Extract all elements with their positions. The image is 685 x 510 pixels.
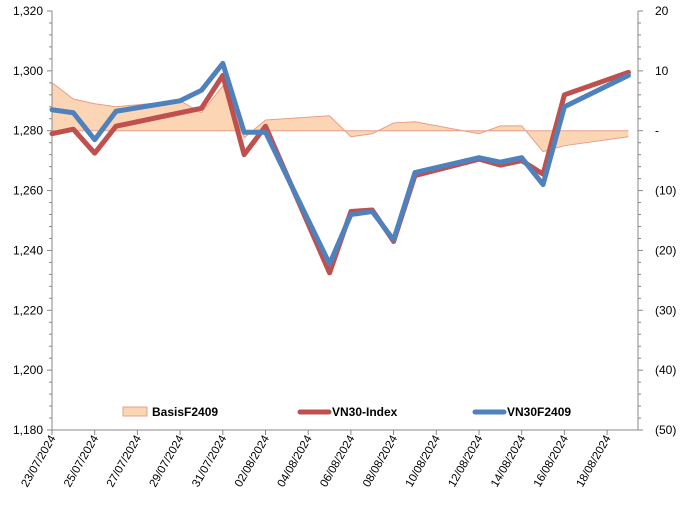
- x-tick-label: 27/07/2024: [105, 433, 144, 489]
- x-tick-label: 23/07/2024: [19, 433, 58, 489]
- y-right-tick-label: (30): [655, 303, 676, 317]
- x-tick-label: 06/08/2024: [318, 433, 357, 489]
- y-right-tick-label: (40): [655, 363, 676, 377]
- x-tick-label: 10/08/2024: [404, 433, 443, 489]
- y-left-tick-label: 1,260: [13, 184, 43, 198]
- y-left-tick-label: 1,180: [13, 423, 43, 437]
- y-right-tick-label: 20: [655, 4, 669, 18]
- y-left-tick-label: 1,240: [13, 243, 43, 257]
- x-tick-label: 18/08/2024: [575, 433, 614, 489]
- y-right-tick-label: 10: [655, 64, 669, 78]
- x-tick-label: 08/08/2024: [361, 433, 400, 489]
- legend-label: VN30-Index: [332, 405, 398, 419]
- y-left-tick-label: 1,320: [13, 4, 43, 18]
- y-right-tick-label: (10): [655, 184, 676, 198]
- x-tick-label: 12/08/2024: [446, 433, 485, 489]
- x-tick-label: 16/08/2024: [532, 433, 571, 489]
- basis-area-layer: [51, 82, 629, 153]
- x-tick-label: 31/07/2024: [190, 433, 229, 489]
- vn30f2409-line: [49, 60, 631, 267]
- x-tick-label: 29/07/2024: [148, 433, 187, 489]
- y-right-tick-label: -: [655, 124, 659, 138]
- basis-area-fill: [52, 82, 629, 152]
- x-tick-label: 14/08/2024: [489, 433, 528, 489]
- y-left-tick-label: 1,280: [13, 124, 43, 138]
- x-tick-label: 25/07/2024: [62, 433, 101, 489]
- basis-area-edge: [51, 82, 629, 153]
- legend-label: VN30F2409: [507, 405, 571, 419]
- x-tick-label: 02/08/2024: [233, 433, 272, 489]
- axes-layer: [47, 10, 643, 435]
- legend-swatch-basisf2409: [122, 406, 148, 417]
- y-right-tick-label: (20): [655, 243, 676, 257]
- legend-label: BasisF2409: [152, 405, 218, 419]
- y-right-tick-label: (50): [655, 423, 676, 437]
- y-left-tick-label: 1,220: [13, 303, 43, 317]
- legend: BasisF2409 VN30-Index VN30F2409: [122, 405, 571, 419]
- x-tick-label: 04/08/2024: [276, 433, 315, 489]
- y-left-tick-label: 1,200: [13, 363, 43, 377]
- series-lines-layer: [49, 60, 631, 276]
- y-left-tick-label: 1,300: [13, 64, 43, 78]
